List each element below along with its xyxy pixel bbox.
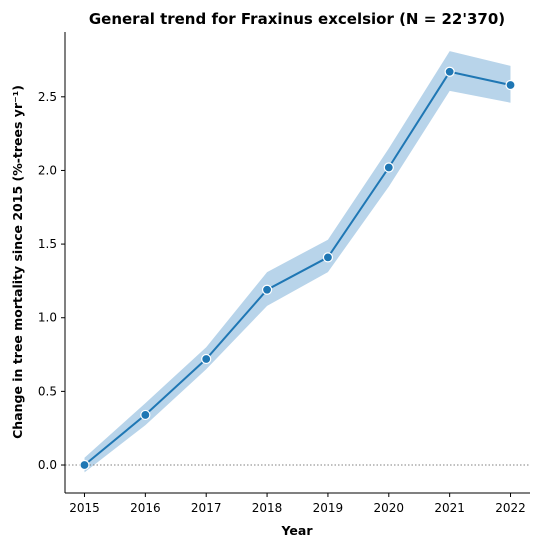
x-tick-label: 2020 [374,501,405,515]
data-point-2016 [140,409,151,421]
data-point-2018 [261,284,273,295]
x-tick-label: 2019 [313,501,344,515]
y-axis-title: Change in tree mortality since 2015 (%-t… [10,85,25,439]
data-point-2017 [201,353,212,365]
y-tick-label: 1.0 [38,311,57,325]
confidence-band [84,51,511,473]
y-tick-label: 2.0 [38,163,57,177]
x-tick-label: 2022 [495,501,526,515]
plot-area [65,51,530,473]
x-axis-title: Year [281,523,314,538]
data-point-2022 [505,79,516,91]
x-tick-label: 2016 [130,501,161,515]
x-tick-label: 2021 [434,501,465,515]
data-point-2020 [383,162,394,173]
x-tick-label: 2017 [191,501,222,515]
y-tick-label: 0.5 [38,384,57,398]
series-line [83,70,511,466]
y-tick-label: 0.0 [38,458,57,472]
y-tick-label: 1.5 [38,237,57,251]
x-tick-label: 2018 [252,501,283,515]
data-point-2015 [79,459,90,471]
y-tick-label: 2.5 [38,90,57,104]
x-tick-label: 2015 [69,501,100,515]
data-point-2019 [322,252,334,263]
chart-title: General trend for Fraxinus excelsior (N … [89,10,505,28]
axes: 0.0 0.5 1.0 1.5 2.0 2.5 2015 2016 2017 2018 2019 20… [38,32,530,515]
data-point-2021 [444,66,455,77]
